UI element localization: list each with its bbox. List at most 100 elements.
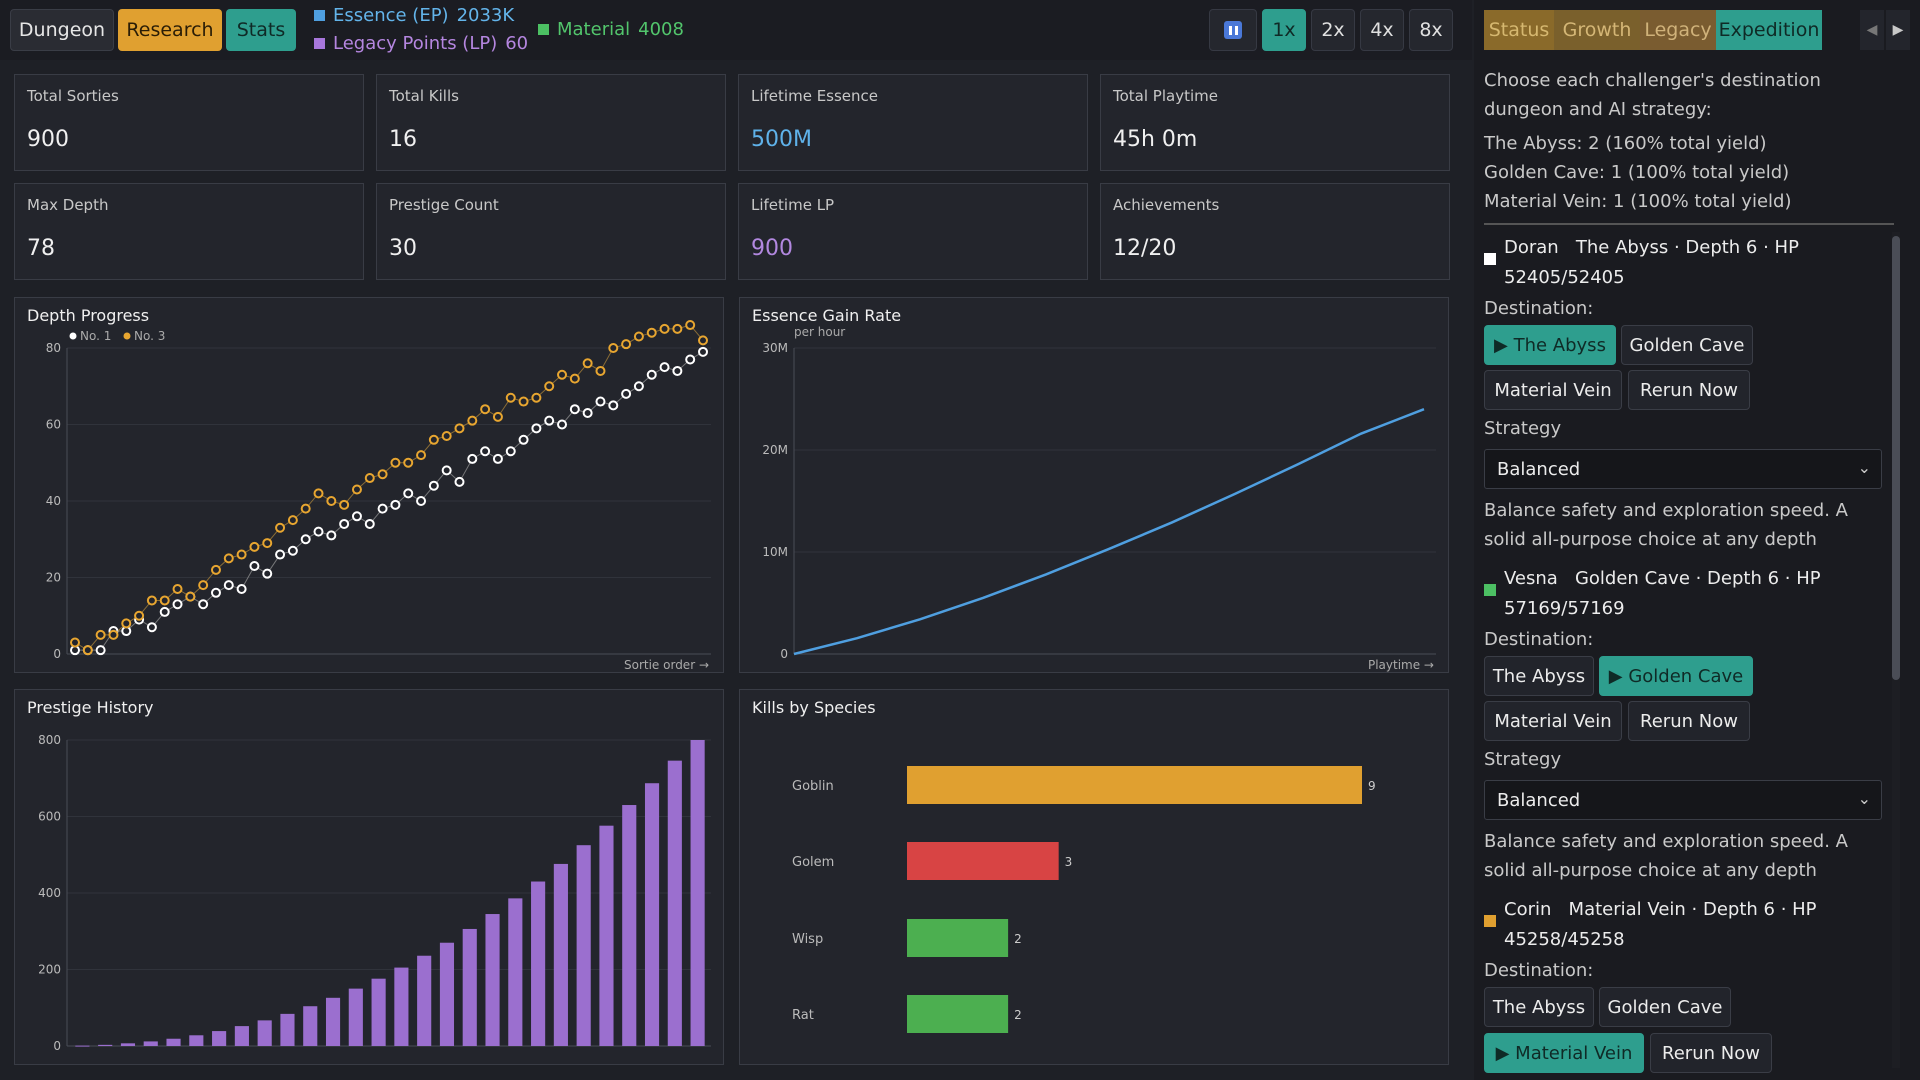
data-point	[621, 339, 632, 350]
tab-scroll-right-icon[interactable]: ▶	[1886, 10, 1910, 50]
legend-marker	[123, 332, 131, 340]
destination-golden-cave-button[interactable]: ▶ Golden Cave	[1599, 656, 1753, 696]
y-tick-label: 80	[46, 341, 61, 355]
material-label: Material	[557, 19, 631, 40]
rerun-now-button[interactable]: Rerun Now	[1628, 701, 1750, 741]
data-point	[198, 580, 209, 591]
data-point	[441, 465, 452, 476]
data-point	[236, 549, 247, 560]
destination-abyss-button[interactable]: The Abyss	[1484, 656, 1594, 696]
data-point	[172, 583, 183, 594]
stat-value: 500M	[751, 127, 812, 152]
speed-4x-button[interactable]: 4x	[1360, 9, 1404, 51]
data-point	[480, 404, 491, 415]
data-point	[582, 408, 593, 419]
data-point	[364, 473, 375, 484]
prestige-bar	[371, 978, 386, 1046]
prestige-history-panel: 0 200 400 600 800 Prestige History	[14, 689, 724, 1065]
rerun-now-button[interactable]: Rerun Now	[1628, 370, 1750, 410]
sidebar-scrollbar-thumb[interactable]	[1892, 236, 1900, 680]
destination-material-vein-button[interactable]: ▶ Material Vein	[1484, 1033, 1644, 1073]
category-label: Wisp	[792, 932, 823, 947]
data-point	[505, 446, 516, 457]
data-point	[557, 419, 568, 430]
destination-golden-cave-button[interactable]: Golden Cave	[1621, 325, 1753, 365]
prestige-bar	[234, 1026, 249, 1046]
kill-bar	[907, 842, 1059, 880]
data-point	[275, 522, 286, 533]
category-label: Golem	[792, 855, 834, 870]
destination-golden-cave-button[interactable]: Golden Cave	[1599, 987, 1731, 1027]
data-point	[633, 331, 644, 342]
strategy-select[interactable]: Balanced ⌄	[1484, 780, 1882, 820]
pause-icon	[1224, 21, 1242, 39]
data-point	[416, 450, 427, 461]
essence-resource: Essence (EP) 2033K	[314, 5, 514, 26]
kills-by-species-chart: Goblin 9 Golem 3 Wisp 2 Rat 2	[792, 766, 1376, 1033]
tab-legacy[interactable]: Legacy	[1640, 10, 1716, 50]
prestige-bar	[576, 845, 591, 1046]
strategy-select[interactable]: Balanced ⌄	[1484, 449, 1882, 489]
prestige-bar	[212, 1031, 227, 1046]
stats-tab-button[interactable]: Stats	[226, 9, 296, 51]
data-point	[390, 457, 401, 468]
data-point	[480, 446, 491, 457]
tab-scroll-left-icon[interactable]: ◀	[1860, 10, 1884, 50]
data-point	[685, 320, 696, 331]
data-label: 2	[1014, 1008, 1022, 1022]
prestige-bar	[485, 914, 500, 1046]
stat-card-total-playtime: Total Playtime 45h 0m	[1100, 74, 1450, 171]
stat-value: 900	[27, 127, 69, 152]
prestige-bar	[120, 1043, 136, 1046]
tab-growth[interactable]: Growth	[1554, 10, 1640, 50]
destination-abyss-button[interactable]: The Abyss	[1484, 987, 1594, 1027]
data-point	[210, 587, 221, 598]
data-point	[351, 511, 362, 522]
challenger-color-swatch	[1484, 915, 1496, 927]
destination-label: Destination:	[1484, 298, 1594, 319]
data-point	[390, 499, 401, 510]
chart-title: Kills by Species	[752, 698, 876, 717]
challenger-header-corin: Corin Material Vein · Depth 6 · HP 45258…	[1484, 895, 1884, 955]
prestige-bar	[439, 942, 455, 1046]
speed-8x-button[interactable]: 8x	[1409, 9, 1453, 51]
data-point	[633, 381, 644, 392]
data-point	[339, 518, 350, 529]
data-point	[416, 496, 427, 506]
data-point	[454, 423, 465, 434]
strategy-value: Balanced	[1497, 789, 1581, 811]
material-swatch	[538, 24, 549, 35]
destination-material-vein-button[interactable]: Material Vein	[1484, 701, 1622, 741]
data-point	[531, 423, 542, 434]
speed-2x-button[interactable]: 2x	[1311, 9, 1355, 51]
prestige-history-chart: 0 200 400 600 800	[38, 733, 711, 1053]
destination-abyss-button[interactable]: ▶ The Abyss	[1484, 325, 1616, 365]
dungeon-tab-button[interactable]: Dungeon	[10, 9, 114, 51]
data-point	[300, 534, 311, 545]
stat-card-achievements: Achievements 12/20	[1100, 183, 1450, 280]
destination-material-vein-button[interactable]: Material Vein	[1484, 370, 1622, 410]
category-label: Rat	[792, 1008, 814, 1023]
tab-expedition[interactable]: Expedition	[1716, 10, 1822, 50]
y-tick-label: 0	[53, 1039, 61, 1053]
x-axis-label: Playtime →	[1368, 658, 1434, 672]
prestige-bar	[394, 967, 409, 1046]
pause-button[interactable]	[1209, 9, 1257, 51]
tab-status[interactable]: Status	[1484, 10, 1554, 50]
data-point	[403, 488, 414, 499]
prestige-bar	[462, 928, 477, 1046]
prestige-bar	[348, 988, 363, 1046]
data-point	[569, 404, 580, 415]
data-point	[659, 362, 670, 373]
rerun-now-button[interactable]: Rerun Now	[1650, 1033, 1772, 1073]
stat-value: 16	[389, 127, 417, 152]
challenger-color-swatch	[1484, 253, 1496, 265]
challenger-header-vesna: Vesna Golden Cave · Depth 6 · HP 57169/5…	[1484, 564, 1884, 624]
data-point	[698, 346, 708, 357]
data-point	[608, 400, 619, 411]
y-axis-label: per hour	[794, 325, 845, 339]
research-tab-button[interactable]: Research	[118, 9, 222, 51]
data-point	[621, 388, 632, 399]
speed-1x-button[interactable]: 1x	[1262, 9, 1306, 51]
material-resource: Material 4008	[538, 19, 684, 40]
